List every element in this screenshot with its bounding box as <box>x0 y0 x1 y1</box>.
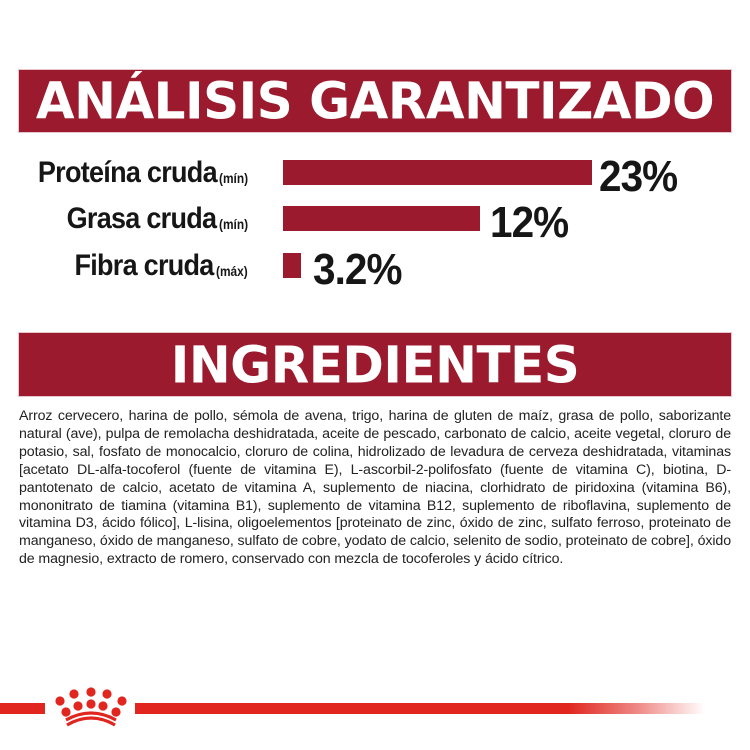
nutrient-label: Fibra cruda (máx) <box>59 246 253 286</box>
ingredients-banner: INGREDIENTES <box>19 333 731 396</box>
nutrient-name: Proteína cruda <box>37 156 218 189</box>
analysis-banner: ANÁLISIS GARANTIZADO <box>19 70 731 132</box>
nutrient-row-fat: Grasa cruda (mín) 12% <box>0 199 750 245</box>
nutrient-value: 23% <box>599 152 678 201</box>
ingredients-title: INGREDIENTES <box>170 334 580 395</box>
nutrient-label: Grasa cruda (mín) <box>50 199 253 239</box>
fat-bar <box>283 206 480 231</box>
nutrient-value: 3.2% <box>313 245 403 294</box>
ingredients-text: Arroz cervecero, harina de pollo, sémola… <box>19 408 731 568</box>
nutrient-qualifier: (mín) <box>218 216 248 232</box>
footer-line-left <box>0 703 45 714</box>
nutrient-value: 12% <box>490 198 569 247</box>
nutrient-qualifier: (mín) <box>218 170 248 186</box>
nutrient-row-fiber: Fibra cruda (máx) 3.2% <box>0 246 750 292</box>
nutrient-name: Grasa cruda <box>67 202 217 235</box>
analysis-title: ANÁLISIS GARANTIZADO <box>35 71 715 131</box>
fiber-bar <box>283 253 301 278</box>
nutrient-label: Proteína cruda (mín) <box>18 153 253 193</box>
nutrient-name: Fibra cruda <box>74 249 215 282</box>
crown-icon <box>55 687 127 727</box>
footer-line-right <box>135 703 705 714</box>
nutrient-qualifier: (máx) <box>215 263 248 279</box>
protein-bar <box>283 160 592 185</box>
nutrient-row-protein: Proteína cruda (mín) 23% <box>0 153 750 199</box>
